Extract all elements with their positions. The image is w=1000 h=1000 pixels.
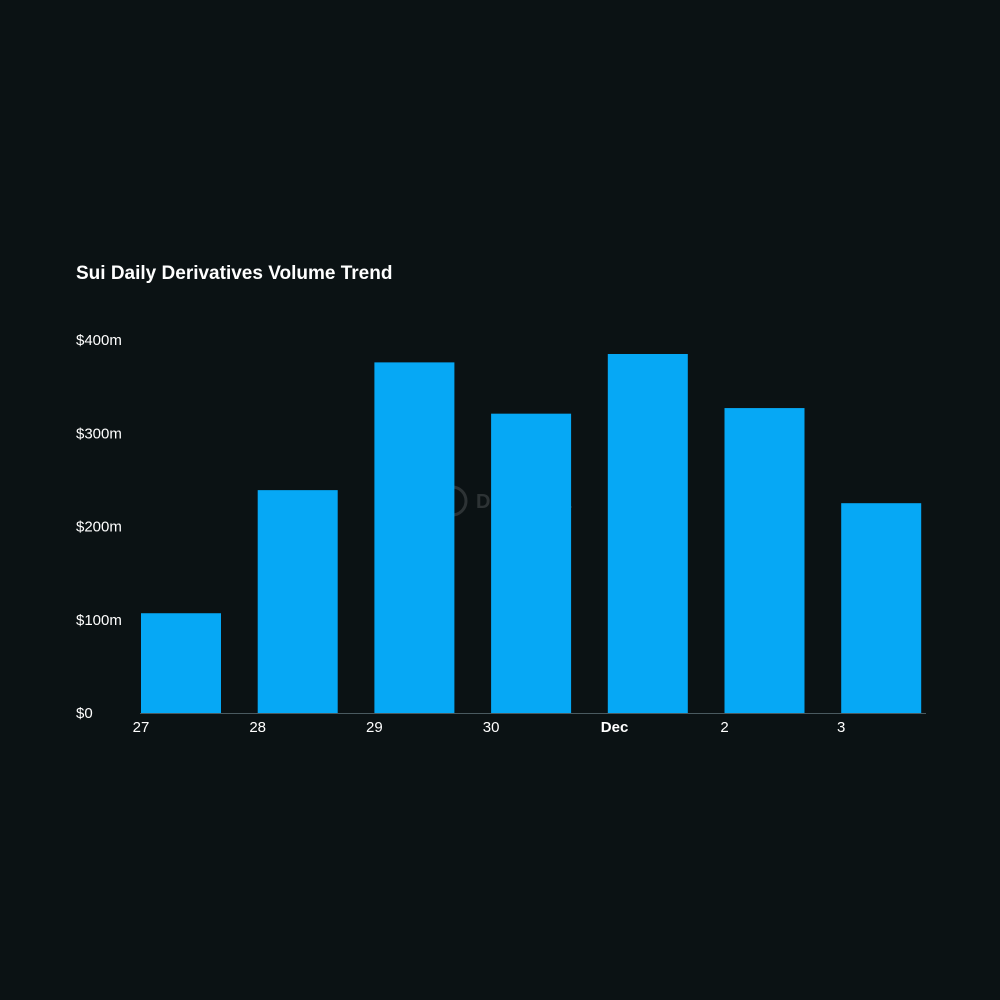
bar-3 xyxy=(841,503,922,713)
bar-27 xyxy=(141,613,221,713)
bar-29 xyxy=(374,362,455,713)
x-tick-label: 29 xyxy=(366,719,383,736)
bar-2 xyxy=(724,408,805,713)
y-tick-label: $200m xyxy=(76,519,122,536)
bar-28 xyxy=(257,490,338,713)
bar-30 xyxy=(491,413,572,713)
x-tick-label: 3 xyxy=(837,719,845,736)
x-tick-label: 27 xyxy=(133,719,150,736)
y-tick-label: $0 xyxy=(76,705,93,722)
y-tick-label: $300m xyxy=(76,425,122,442)
y-tick-label: $400m xyxy=(76,332,122,349)
x-tick-label: Dec xyxy=(601,719,629,736)
bar-dec xyxy=(607,353,688,713)
x-tick-label: 2 xyxy=(720,719,728,736)
chart-title: Sui Daily Derivatives Volume Trend xyxy=(76,263,393,284)
x-tick-label: 28 xyxy=(249,719,266,736)
bars xyxy=(141,353,922,713)
x-axis: 27 28 29 30 Dec 2 3 xyxy=(133,719,846,736)
y-axis: $0 $100m $200m $300m $400m xyxy=(76,332,122,722)
y-tick-label: $100m xyxy=(76,612,122,629)
x-tick-label: 30 xyxy=(483,719,500,736)
